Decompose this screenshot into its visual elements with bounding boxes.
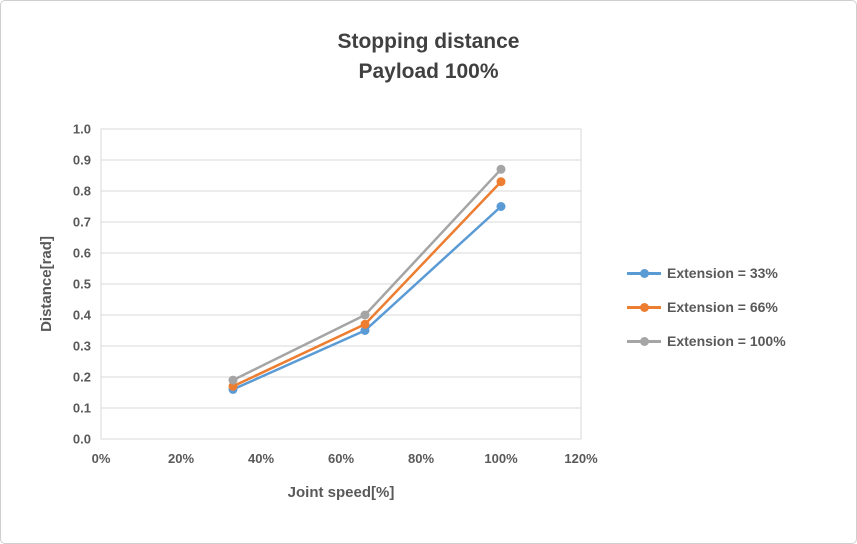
legend-item-extension-100[interactable]: Extension = 100% [627, 333, 786, 349]
data-point-marker [496, 164, 506, 174]
x-tick-label: 20% [168, 451, 194, 466]
line-marker-icon [627, 268, 661, 278]
series-line [231, 168, 503, 382]
chart-title-line2: Payload 100% [358, 60, 499, 84]
x-tick-label: 0% [92, 451, 111, 466]
legend-dot-swatch [640, 268, 649, 278]
legend-label: Extension = 100% [667, 333, 786, 349]
legend-label: Extension = 33% [667, 265, 778, 281]
data-point-marker [228, 375, 238, 385]
legend-label: Extension = 66% [667, 299, 778, 315]
data-point-marker [496, 202, 506, 211]
y-tick-label: 0.5 [73, 277, 91, 292]
data-point-marker [228, 381, 238, 391]
legend-dot-swatch [640, 302, 649, 312]
y-tick-label: 0.8 [73, 184, 91, 199]
data-point-marker [360, 326, 370, 335]
plot-area: 0% 20% 40% 60% 80% 100% 120% 0.0 0.1 0.2 0.3 0.4 0.5… [38, 122, 598, 502]
data-point-marker [496, 177, 506, 187]
y-tick-label: 1.0 [73, 122, 91, 137]
x-tick-label: 100% [484, 451, 518, 466]
x-tick-label: 80% [408, 451, 434, 466]
y-tick-label: 0.3 [73, 339, 91, 354]
y-tick-label: 0.2 [73, 370, 91, 385]
line-marker-icon [627, 302, 661, 312]
plot-border [100, 128, 582, 440]
y-tick-label: 0.4 [73, 308, 92, 323]
x-tick-label: 120% [564, 451, 598, 466]
data-point-marker [360, 319, 370, 329]
x-tick-label: 60% [328, 451, 354, 466]
y-tick-label: 0.1 [73, 401, 91, 416]
y-axis-title: Distance[rad] [38, 236, 55, 332]
series-line [231, 205, 503, 391]
legend-dot-swatch [640, 336, 649, 346]
x-tick-label: 40% [248, 451, 274, 466]
y-tick-label: 0.7 [73, 215, 91, 230]
chart-title: Stopping distance Payload 100% [1, 27, 856, 88]
y-tick-label: 0.0 [73, 432, 91, 447]
legend-item-extension-33[interactable]: Extension = 33% [627, 265, 786, 281]
x-axis-title: Joint speed[%] [288, 484, 395, 501]
chart-title-line1: Stopping distance [337, 30, 520, 53]
data-point-marker [360, 310, 370, 320]
y-tick-label: 0.6 [73, 246, 91, 261]
y-tick-label: 0.9 [73, 153, 91, 168]
legend-item-extension-66[interactable]: Extension = 66% [627, 299, 786, 315]
line-marker-icon [627, 336, 661, 346]
legend: Extension = 33% Extension = 66% Extensio… [627, 265, 786, 349]
